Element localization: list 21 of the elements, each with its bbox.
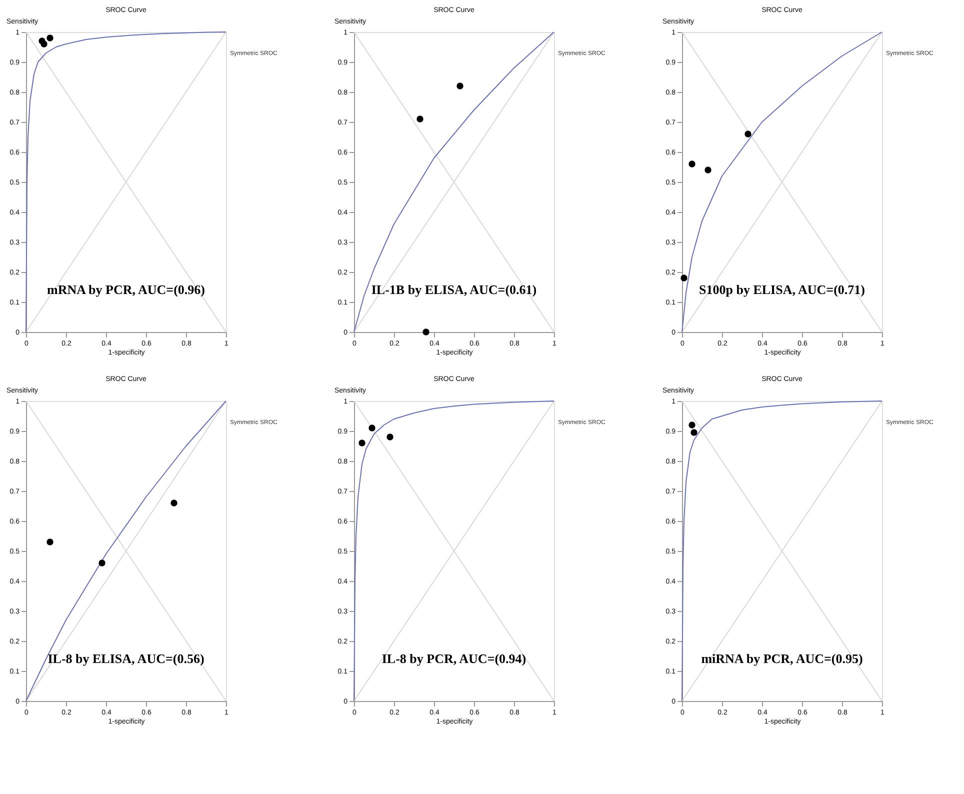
point [422,328,430,336]
point [40,40,48,48]
point [416,116,424,122]
point [368,424,376,432]
point [688,160,696,168]
point [680,274,688,282]
annotation: S100p by ELISA, AUC=(0.71) [699,282,865,297]
annotation: miRNA by PCR, AUC=(0.95) [701,651,863,666]
point [46,538,54,546]
point [704,166,712,174]
point [170,500,178,506]
annotation: IL-1B by ELISA, AUC=(0.61) [371,282,537,297]
annotation: mRNA by PCR, AUC=(0.96) [47,282,205,297]
annotation: IL-8 by ELISA, AUC=(0.56) [48,651,204,666]
point [98,560,106,566]
point [386,434,394,440]
point [744,130,752,138]
point [46,34,54,42]
point [358,440,366,446]
annotation: IL-8 by PCR, AUC=(0.94) [382,651,526,666]
point [456,82,464,90]
